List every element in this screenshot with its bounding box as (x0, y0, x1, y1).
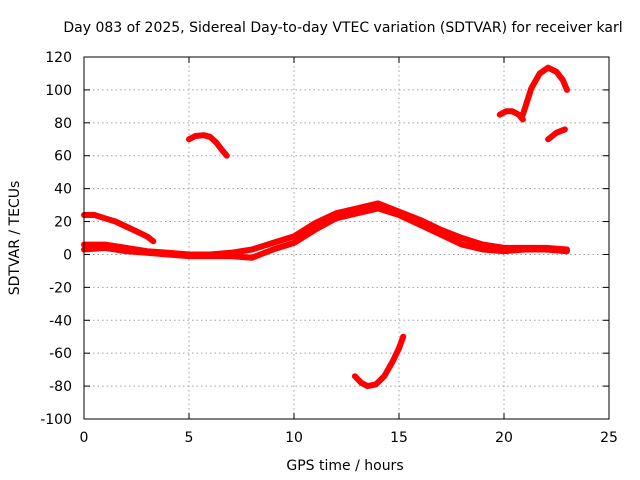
y-tick-label: 80 (54, 116, 72, 132)
y-tick-label: 100 (45, 83, 72, 99)
series-arc-near-22h (519, 64, 570, 118)
series-arc-near-6h (186, 132, 230, 159)
plot-frame (83, 56, 610, 420)
axis-ticks: 0 5 10 15 20 25 -100 -80 -60 -40 -20 0 20 40 60 80 100 12… (40, 50, 618, 446)
y-tick-label: -40 (49, 313, 72, 329)
y-tick-label: 120 (45, 50, 72, 66)
series-track-near-23h (545, 126, 568, 143)
chart-title: Day 083 of 2025, Sidereal Day-to-day VTE… (63, 20, 622, 36)
y-tick-label: -60 (49, 346, 72, 362)
y-tick-label: 0 (63, 247, 72, 263)
x-tick-label: 20 (495, 430, 513, 446)
data-series (81, 64, 570, 390)
x-tick-label: 10 (285, 430, 303, 446)
y-tick-label: -20 (49, 280, 72, 296)
x-tick-label: 25 (600, 430, 618, 446)
series-main-band-upper (81, 200, 570, 258)
x-tick-label: 15 (390, 430, 408, 446)
y-tick-label: 40 (54, 182, 72, 198)
x-axis-label: GPS time / hours (286, 458, 403, 474)
y-tick-label: 20 (54, 215, 72, 231)
series-main-band-lower (81, 205, 570, 261)
series-early-track (81, 212, 157, 245)
grid (84, 57, 609, 419)
x-tick-label: 0 (80, 430, 89, 446)
series-dip-near-13h (351, 333, 407, 390)
y-tick-label: -100 (40, 412, 72, 428)
series-arc-near-20h (496, 108, 526, 123)
x-tick-label: 5 (185, 430, 194, 446)
y-axis-label: SDTVAR / TECUs (7, 181, 23, 296)
y-tick-label: 60 (54, 149, 72, 165)
y-tick-label: -80 (49, 379, 72, 395)
